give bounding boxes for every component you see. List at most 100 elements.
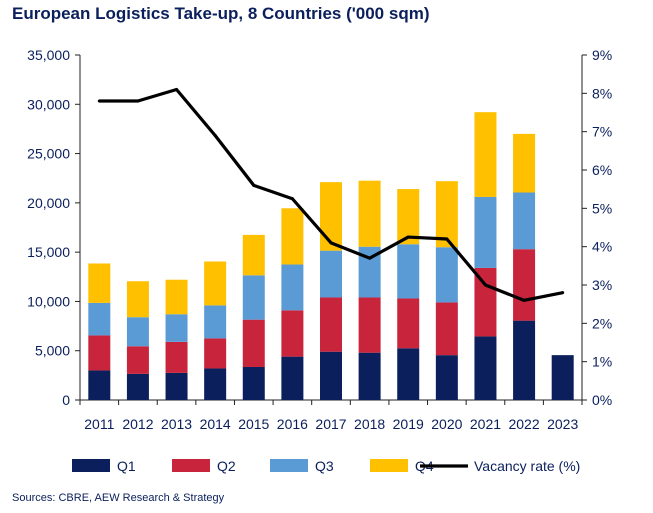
bar-q4-2014 (204, 261, 227, 306)
y-tick-label: 25,000 (27, 146, 70, 162)
bar-q1-2021 (474, 336, 497, 400)
bar-q1-2015 (242, 366, 265, 400)
bar-q4-2020 (435, 181, 458, 248)
y2-tick-label: 3% (592, 277, 612, 293)
bar-q4-2012 (126, 281, 149, 318)
bar-q2-2013 (165, 341, 188, 373)
bar-q1-2020 (435, 355, 458, 400)
y-tick-label: 35,000 (27, 47, 70, 63)
x-tick-label: 2020 (431, 416, 462, 432)
x-tick-label: 2022 (508, 416, 539, 432)
bar-q3-2011 (88, 302, 111, 336)
bar-q3-2022 (513, 192, 536, 250)
bar-q3-2016 (281, 264, 304, 311)
bar-q2-2017 (320, 297, 342, 352)
vacancy-point-2021 (483, 283, 487, 287)
bars (88, 112, 574, 400)
y-tick-label: 0 (62, 392, 70, 408)
y2-tick-label: 6% (592, 162, 612, 178)
legend-label-vacancy: Vacancy rate (%) (474, 458, 580, 474)
bar-q2-2016 (281, 310, 304, 357)
bar-q2-2020 (435, 302, 458, 356)
vacancy-point-2015 (252, 183, 256, 187)
x-tick-label: 2021 (470, 416, 501, 432)
x-tick-label: 2017 (315, 416, 346, 432)
bar-q1-2019 (397, 348, 420, 400)
vacancy-point-2020 (445, 237, 449, 241)
x-tick-label: 2011 (84, 416, 114, 432)
bar-q3-2017 (320, 250, 342, 298)
y2-tick-label: 2% (592, 315, 612, 331)
bar-q1-2023 (551, 355, 574, 400)
bar-q4-2017 (320, 182, 342, 251)
x-tick-label: 2018 (354, 416, 385, 432)
legend-label-q1: Q1 (117, 458, 136, 474)
y-tick-label: 30,000 (27, 96, 70, 112)
bar-q4-2015 (242, 234, 265, 276)
bar-q2-2014 (204, 338, 227, 369)
bar-q4-2013 (165, 279, 188, 315)
bar-q1-2011 (88, 370, 111, 400)
y-tick-label: 10,000 (27, 293, 70, 309)
bar-q1-2017 (320, 351, 342, 400)
y2-tick-label: 8% (592, 85, 612, 101)
bar-q3-2012 (126, 317, 149, 347)
y-tick-label: 5,000 (35, 343, 70, 359)
bar-q2-2021 (474, 267, 497, 337)
vacancy-point-2019 (406, 235, 410, 239)
y2-tick-label: 1% (592, 354, 612, 370)
bar-q1-2016 (281, 356, 304, 400)
x-tick-label: 2023 (547, 416, 578, 432)
bar-q4-2016 (281, 208, 304, 265)
bar-q2-2011 (88, 335, 111, 371)
legend-swatch-q4 (370, 459, 408, 472)
bar-q3-2015 (242, 275, 265, 320)
x-tick-label: 2012 (122, 416, 153, 432)
bar-q4-2022 (513, 133, 536, 193)
y-tick-label: 20,000 (27, 195, 70, 211)
vacancy-point-2016 (290, 197, 294, 201)
vacancy-point-2017 (329, 241, 333, 245)
bar-q1-2012 (126, 373, 149, 400)
x-tick-label: 2016 (277, 416, 308, 432)
bar-q3-2019 (397, 244, 420, 299)
axes: 0 5,000 10,000 15,000 20,000 25,000 30,000 35,0… (27, 47, 612, 432)
legend-swatch-q3 (270, 459, 308, 472)
x-tick-label: 2015 (238, 416, 269, 432)
y-tick-label: 15,000 (27, 244, 70, 260)
legend-swatch-q1 (72, 459, 110, 472)
vacancy-point-2023 (561, 291, 565, 295)
bar-q3-2020 (435, 247, 458, 303)
bar-q3-2018 (358, 246, 381, 298)
bar-q4-2018 (358, 180, 381, 247)
bar-q2-2019 (397, 298, 420, 349)
vacancy-point-2013 (175, 88, 179, 91)
x-tick-label: 2014 (200, 416, 231, 432)
bar-q3-2021 (474, 196, 497, 268)
vacancy-line-group (97, 87, 565, 302)
vacancy-point-2018 (368, 256, 372, 260)
bar-q3-2013 (165, 314, 188, 342)
bar-q2-2022 (513, 249, 536, 321)
chart-title: European Logistics Take-up, 8 Countries … (12, 4, 430, 23)
x-tick-label: 2013 (161, 416, 192, 432)
x-tick-label: 2019 (393, 416, 424, 432)
vacancy-point-2012 (136, 99, 140, 103)
bar-q1-2014 (204, 368, 227, 400)
legend-label-q3: Q3 (315, 458, 334, 474)
bar-q4-2011 (88, 263, 111, 303)
bar-q1-2022 (513, 320, 536, 400)
vacancy-point-2022 (522, 298, 526, 302)
bar-q4-2021 (474, 112, 497, 197)
legend-swatch-q2 (172, 459, 210, 472)
bar-q1-2013 (165, 372, 188, 400)
bar-q1-2018 (358, 352, 381, 400)
y2-tick-label: 0% (592, 392, 612, 408)
y2-tick-label: 7% (592, 124, 612, 140)
bar-q3-2014 (204, 305, 227, 339)
source-note: Sources: CBRE, AEW Research & Strategy (12, 492, 225, 504)
bar-q4-2019 (397, 189, 420, 245)
legend-label-q2: Q2 (217, 458, 236, 474)
vacancy-point-2011 (97, 99, 101, 103)
